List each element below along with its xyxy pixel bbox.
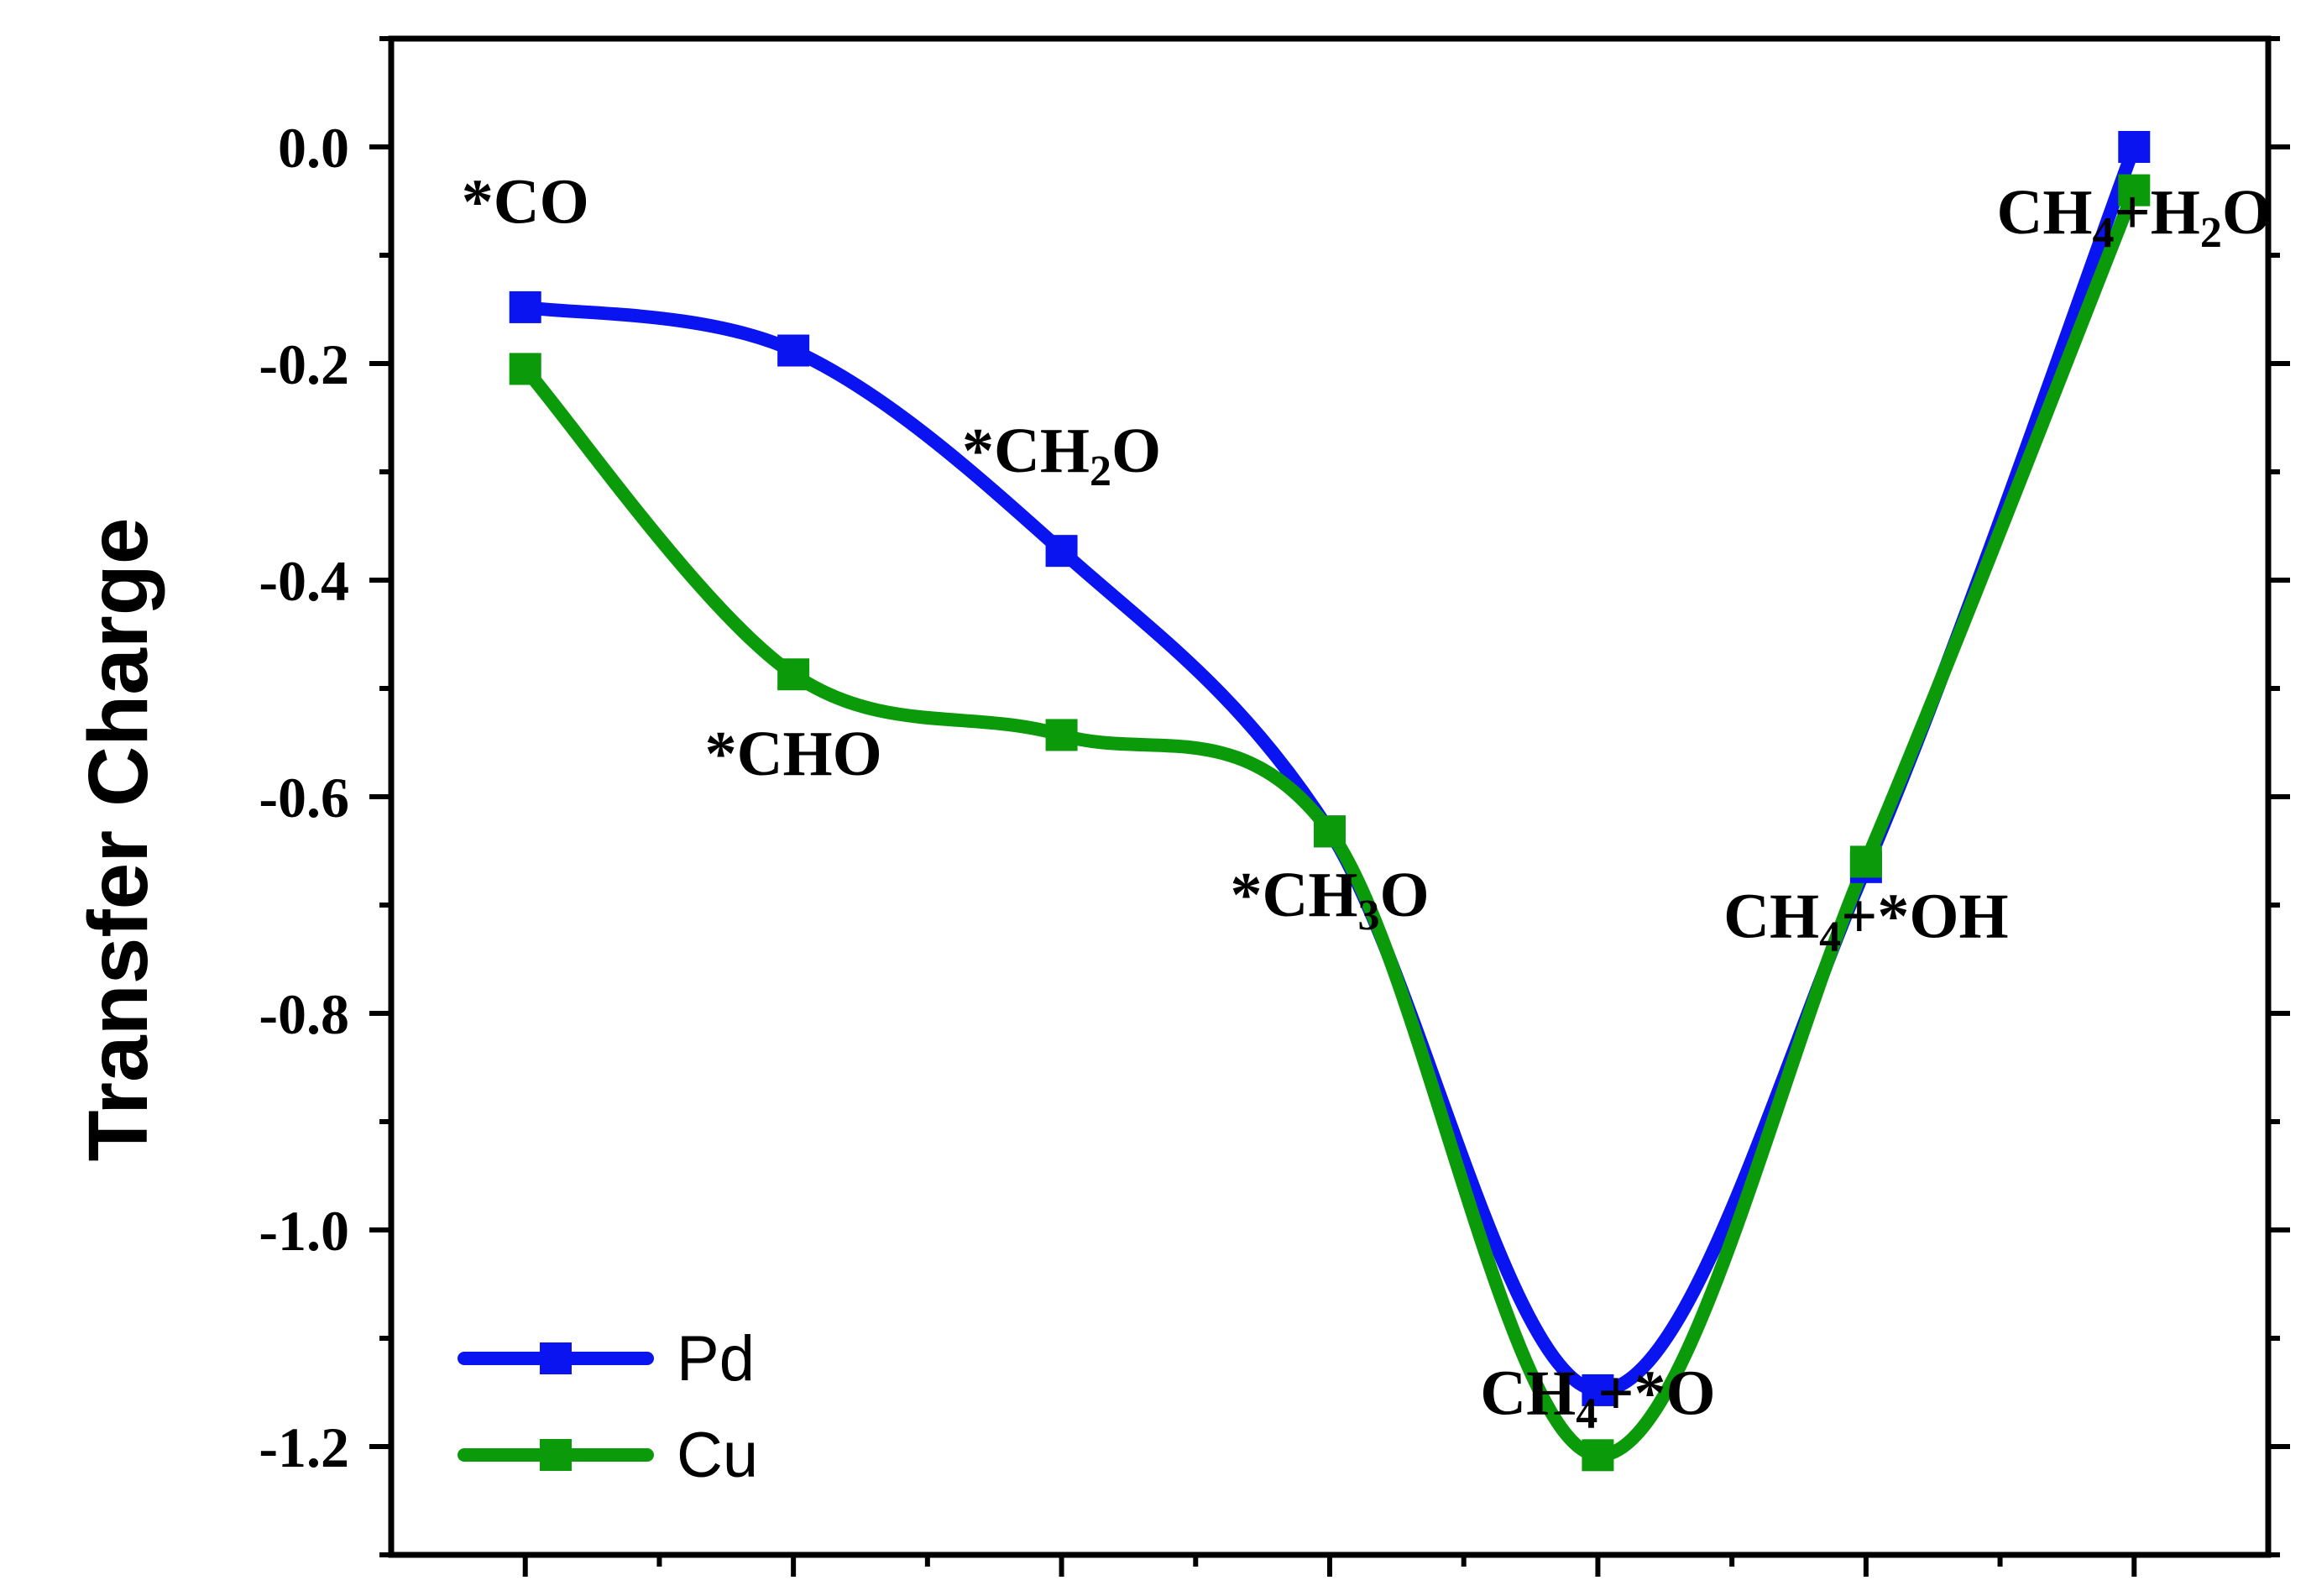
axis-ticks: 0.0 -0.2 -0.4 -0.6 -0.8 -1.0 -1.2 xyxy=(259,36,2290,1577)
annotation-ch4h2o: CH4+H2O xyxy=(1997,177,2272,257)
y-tick-label: -0.8 xyxy=(259,982,349,1046)
data-point-pd xyxy=(1582,1374,1614,1406)
data-point-cu xyxy=(1582,1439,1614,1472)
plot-frame xyxy=(388,35,2272,1558)
y-tick-label: -0.2 xyxy=(259,332,349,396)
point-annotations: *CO *CHO *CH2O *CH3O CH4+*O CH4+*OH CH4+H2O xyxy=(462,166,2272,1437)
y-tick-label: -0.6 xyxy=(259,766,349,829)
series-markers xyxy=(509,131,2151,1472)
y-tick-label: 0.0 xyxy=(278,116,349,180)
data-point-cu xyxy=(1045,719,1078,751)
legend-label-cu: Cu xyxy=(677,1420,758,1491)
y-axis-title: Transfer Charge xyxy=(71,518,165,1162)
data-point-pd xyxy=(1045,535,1078,568)
annotation-ch2o: *CH2O xyxy=(962,416,1161,495)
data-point-cu xyxy=(1849,845,1882,878)
data-point-pd xyxy=(2118,131,2151,163)
annotation-co: *CO xyxy=(462,166,589,237)
y-tick-label: -1.2 xyxy=(259,1415,349,1479)
series-line-cu xyxy=(518,183,2141,1463)
legend-label-pd: Pd xyxy=(677,1323,755,1395)
data-point-cu xyxy=(2118,174,2151,207)
series-lines xyxy=(518,140,2141,1463)
annotation-cho: *CHO xyxy=(705,719,882,789)
annotation-ch4oh: CH4+*OH xyxy=(1723,882,2009,961)
data-point-pd xyxy=(777,334,810,367)
data-point-cu xyxy=(1314,815,1346,848)
data-point-cu xyxy=(777,658,810,691)
legend-swatch-marker-cu xyxy=(540,1439,572,1471)
data-point-pd xyxy=(509,290,541,323)
annotation-ch3o: *CH3O xyxy=(1230,860,1429,939)
data-point-cu xyxy=(509,353,541,385)
legend: Pd Cu xyxy=(458,1323,758,1491)
legend-swatch-marker-pd xyxy=(540,1342,572,1374)
y-tick-label: -0.4 xyxy=(259,549,349,613)
y-tick-label: -1.0 xyxy=(259,1199,349,1263)
annotation-ch4o: CH4+*O xyxy=(1480,1358,1715,1437)
